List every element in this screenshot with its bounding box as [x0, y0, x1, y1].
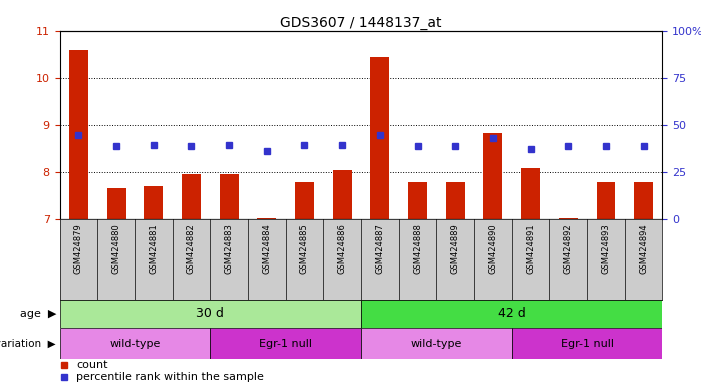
Text: Egr-1 null: Egr-1 null [561, 339, 613, 349]
Bar [219, 174, 238, 219]
Bar [295, 182, 314, 219]
Text: percentile rank within the sample: percentile rank within the sample [76, 372, 264, 382]
Text: 30 d: 30 d [196, 308, 224, 320]
Text: count: count [76, 361, 108, 371]
Bar [559, 218, 578, 219]
Text: wild-type: wild-type [109, 339, 161, 349]
Text: GSM424887: GSM424887 [375, 223, 384, 274]
Bar [408, 182, 427, 219]
Text: GSM424886: GSM424886 [338, 223, 347, 274]
Text: GSM424893: GSM424893 [601, 223, 611, 274]
Bar [69, 50, 88, 219]
Bar [634, 182, 653, 219]
Title: GDS3607 / 1448137_at: GDS3607 / 1448137_at [280, 16, 442, 30]
Bar [370, 56, 389, 219]
Text: GSM424880: GSM424880 [111, 223, 121, 274]
Text: 42 d: 42 d [498, 308, 526, 320]
Text: GSM424888: GSM424888 [413, 223, 422, 274]
Bar [597, 182, 615, 219]
Bar [484, 133, 503, 219]
Text: GSM424891: GSM424891 [526, 223, 535, 273]
Text: GSM424884: GSM424884 [262, 223, 271, 274]
Text: genotype/variation  ▶: genotype/variation ▶ [0, 339, 56, 349]
Text: GSM424885: GSM424885 [300, 223, 309, 274]
Bar [361, 328, 512, 359]
Bar [446, 182, 465, 219]
Bar [107, 188, 125, 219]
Text: wild-type: wild-type [411, 339, 462, 349]
Bar [512, 328, 662, 359]
Text: GSM424881: GSM424881 [149, 223, 158, 274]
Text: age  ▶: age ▶ [20, 309, 56, 319]
Bar [257, 218, 276, 219]
Bar [60, 328, 210, 359]
Bar [60, 300, 361, 328]
Text: GSM424889: GSM424889 [451, 223, 460, 274]
Bar [182, 174, 201, 219]
Text: Egr-1 null: Egr-1 null [259, 339, 312, 349]
Text: GSM424879: GSM424879 [74, 223, 83, 274]
Text: GSM424883: GSM424883 [224, 223, 233, 274]
Text: GSM424892: GSM424892 [564, 223, 573, 273]
Bar [144, 186, 163, 219]
Bar [333, 170, 352, 219]
Text: GSM424890: GSM424890 [489, 223, 498, 273]
Bar [521, 168, 540, 219]
Text: GSM424882: GSM424882 [187, 223, 196, 274]
Bar [361, 300, 662, 328]
Text: GSM424894: GSM424894 [639, 223, 648, 273]
Bar [210, 328, 361, 359]
